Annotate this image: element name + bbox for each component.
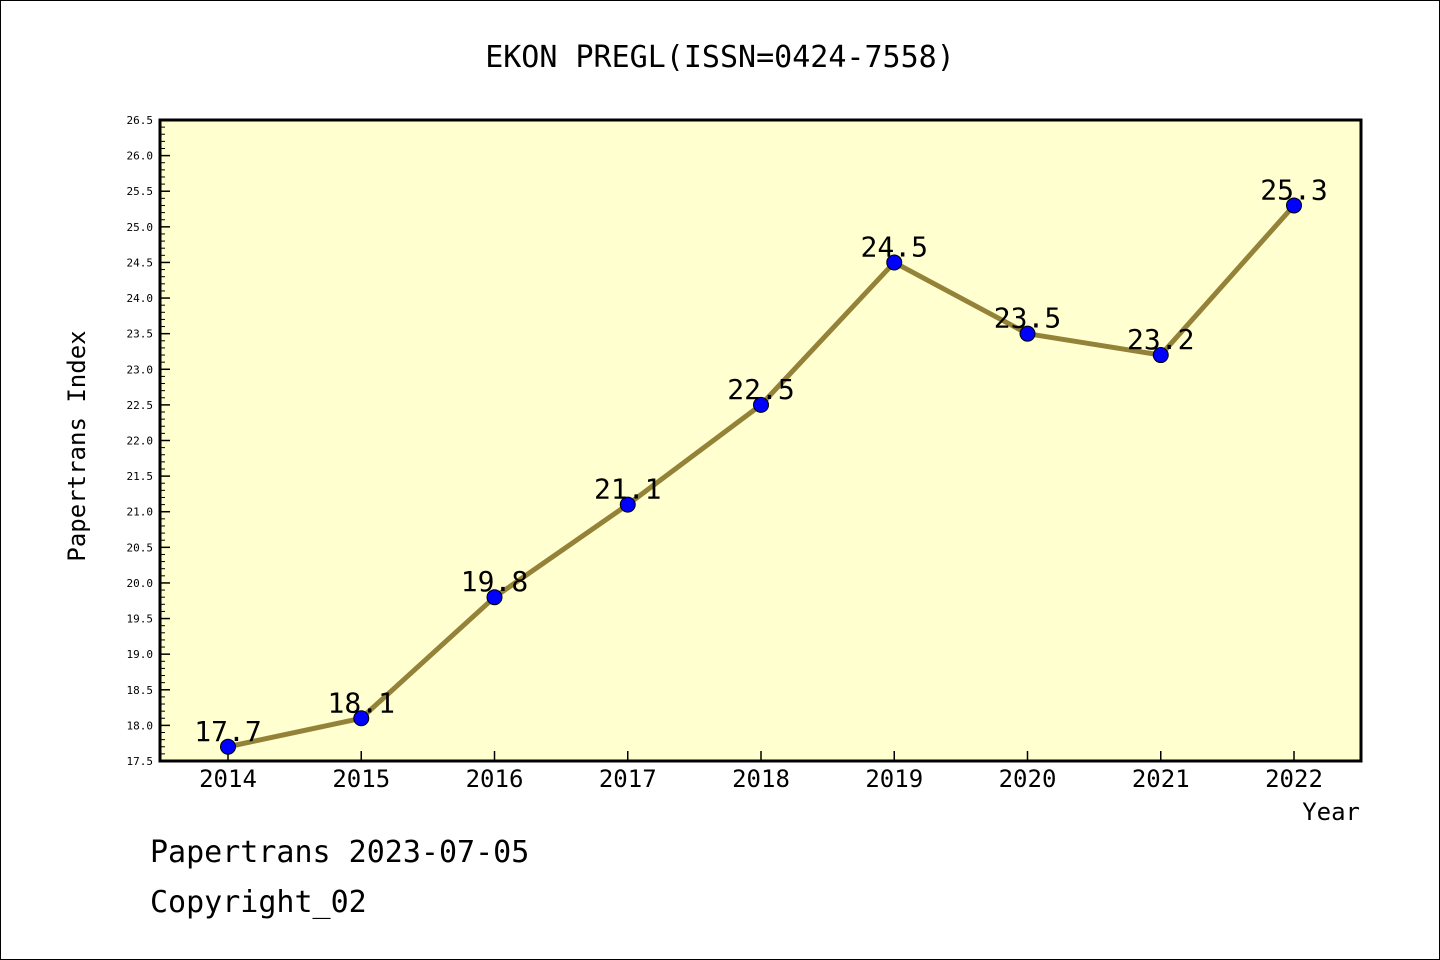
data-label: 18.1 xyxy=(328,686,395,719)
data-point xyxy=(353,710,370,727)
plot-area xyxy=(158,118,1363,763)
x-axis-label: Year xyxy=(1302,798,1360,826)
data-label: 22.5 xyxy=(727,373,794,406)
y-tick-label: 23.5 xyxy=(127,328,154,341)
data-point xyxy=(753,396,769,413)
footer-copyright-text: Copyright_02 xyxy=(150,885,367,920)
data-label: 25.3 xyxy=(1260,173,1327,206)
y-axis: 17.5 18.0 18.5 19.0 19.5 20.0 20.5 21.0 21.5 22.0… xyxy=(127,114,170,768)
y-tick-label: 20.5 xyxy=(127,541,154,554)
y-tick-label: 23.0 xyxy=(127,363,154,376)
footer-date-text: Papertrans 2023-07-05 xyxy=(150,835,530,870)
data-point xyxy=(1019,325,1036,342)
data-point xyxy=(1152,347,1169,364)
data-point xyxy=(220,738,236,755)
y-tick-label: 21.5 xyxy=(127,470,154,483)
data-point xyxy=(886,254,903,271)
chart-title: EKON PREGL(ISSN=0424-7558) xyxy=(485,40,955,75)
x-tick-label: 2019 xyxy=(865,765,923,793)
data-label: 21.1 xyxy=(594,473,661,506)
y-tick-label: 25.0 xyxy=(127,221,154,234)
y-tick-label: 21.0 xyxy=(127,506,154,519)
y-tick-label: 18.5 xyxy=(127,684,154,697)
y-tick-label: 26.0 xyxy=(127,150,154,163)
y-axis-label: Papertrans Index xyxy=(63,330,91,561)
y-tick-label: 17.5 xyxy=(127,755,154,768)
y-tick-label: 22.5 xyxy=(127,399,154,412)
data-point xyxy=(619,496,636,513)
x-tick-label: 2021 xyxy=(1132,765,1190,793)
x-tick-label: 2022 xyxy=(1265,765,1323,793)
data-label: 23.5 xyxy=(994,302,1061,335)
y-tick-label: 18.0 xyxy=(127,719,154,732)
y-tick-label: 25.5 xyxy=(127,185,154,198)
x-tick-label: 2018 xyxy=(732,765,790,793)
data-label: 24.5 xyxy=(861,230,928,263)
y-tick-label: 26.5 xyxy=(127,114,154,127)
x-tick-label: 2016 xyxy=(466,765,524,793)
data-point xyxy=(486,589,503,606)
y-tick-label: 19.0 xyxy=(127,648,154,661)
data-label: 17.7 xyxy=(194,715,261,748)
x-axis: 2014 2015 2016 2017 2018 2019 2020 2021 2022 xyxy=(199,751,1323,793)
data-point xyxy=(1286,197,1302,214)
y-tick-label: 22.0 xyxy=(127,435,154,448)
y-tick-label: 24.0 xyxy=(127,292,154,305)
x-tick-label: 2020 xyxy=(999,765,1057,793)
x-tick-label: 2017 xyxy=(599,765,657,793)
y-tick-label: 19.5 xyxy=(127,613,154,626)
x-tick-label: 2014 xyxy=(199,765,257,793)
data-label: 23.2 xyxy=(1127,323,1194,356)
y-tick-label: 24.5 xyxy=(127,256,154,269)
y-tick-label: 20.0 xyxy=(127,577,154,590)
x-tick-label: 2015 xyxy=(332,765,390,793)
data-label: 19.8 xyxy=(461,565,528,598)
data-series: 17.7 18.1 19.8 21.1 22.5 24.5 23.5 23.2 25.3 xyxy=(194,173,1328,755)
